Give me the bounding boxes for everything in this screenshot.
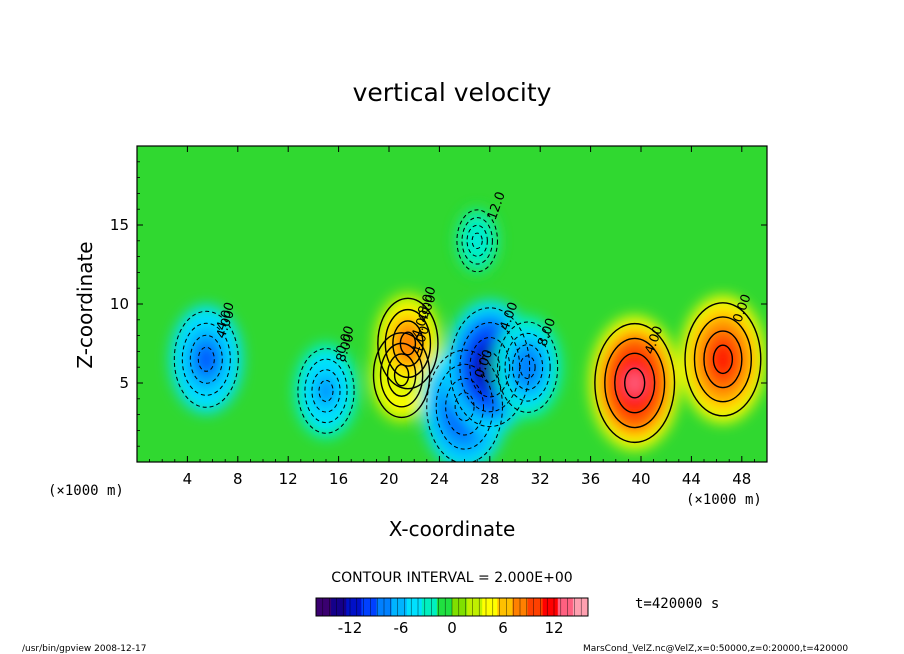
x-tick-label: 40	[631, 470, 650, 488]
field-blob	[401, 333, 415, 354]
contour-line	[504, 332, 551, 402]
colorbar-cell	[572, 598, 589, 616]
x-axis-label: X-coordinate	[389, 517, 516, 541]
contour-line	[449, 307, 531, 428]
x-unit-right: (×1000 m)	[686, 492, 762, 508]
contour-line	[399, 331, 417, 356]
contour-line	[604, 337, 666, 429]
contour-line	[624, 367, 646, 399]
contour-line	[594, 322, 676, 444]
contour-line	[466, 224, 488, 257]
colorbar-cell	[527, 598, 544, 616]
field-blob	[199, 348, 214, 371]
contour-line	[181, 322, 231, 396]
contour-line	[614, 352, 656, 414]
contour-line	[684, 302, 762, 417]
x-tick-label: 32	[531, 470, 550, 488]
contour-line	[445, 377, 485, 436]
contour-line	[173, 310, 239, 408]
colorbar-tick-label: 12	[544, 619, 563, 637]
colorbar-cell	[512, 598, 529, 616]
colorbar-tick-label: -6	[394, 619, 409, 637]
colorbar-cell	[542, 598, 559, 616]
colorbar-cell	[331, 598, 347, 616]
field-blob	[520, 357, 535, 378]
footer-left: /usr/bin/gpview 2008-12-17	[22, 644, 146, 654]
contour-line	[456, 209, 498, 273]
x-tick-label: 24	[430, 470, 449, 488]
contour-line	[392, 320, 424, 367]
contour-line	[461, 217, 493, 265]
contour-line	[693, 316, 752, 403]
y-axis: 5 10 15	[110, 161, 767, 447]
x-unit-left: (×1000 m)	[48, 483, 124, 499]
x-tick-label: 28	[480, 470, 499, 488]
x-tick-label: 20	[379, 470, 398, 488]
chart-title: vertical velocity	[353, 78, 552, 107]
y-tick-label: 15	[110, 216, 129, 234]
colorbar-cell	[467, 598, 483, 616]
x-tick-label: 44	[682, 470, 701, 488]
colorbar-cell	[391, 598, 408, 616]
velocity-field	[170, 206, 766, 462]
contour-line	[479, 351, 501, 383]
colorbar-cell	[361, 598, 377, 616]
y-tick-label: 10	[110, 295, 129, 313]
contour-line	[318, 379, 334, 402]
x-axis: 4 8 12 16 20 24 28 32 36 40 44 48	[149, 146, 755, 488]
colorbar-ticks: -12 -6 0 6 12	[338, 619, 564, 637]
colorbar-cell	[557, 598, 574, 616]
field-blob	[472, 233, 482, 248]
colorbar-cell	[346, 598, 362, 616]
colorbar	[315, 597, 589, 617]
contour-line	[377, 297, 439, 390]
field-blob	[625, 369, 644, 397]
footer-right: MarsCond_VelZ.nc@VelZ,x=0:50000,z=0:2000…	[583, 644, 848, 654]
y-tick-label: 5	[119, 374, 129, 392]
colorbar-cell	[316, 598, 332, 616]
field-blob	[319, 381, 333, 401]
contour-line	[426, 349, 503, 462]
contour-line	[471, 232, 483, 250]
contour-line	[379, 342, 424, 408]
contour-line	[512, 344, 544, 391]
x-tick-label: 16	[329, 470, 348, 488]
x-tick-label: 4	[183, 470, 193, 488]
time-label: t=420000 s	[635, 596, 719, 612]
colorbar-cell	[421, 598, 438, 616]
x-tick-label: 8	[233, 470, 243, 488]
field-blob	[714, 346, 732, 373]
contour-line	[519, 355, 536, 379]
contour-line	[384, 308, 432, 379]
colorbar-cell	[497, 598, 513, 616]
colorbar-tick-label: -12	[338, 619, 363, 637]
contour-line	[497, 321, 559, 413]
contour-line	[189, 334, 223, 384]
x-tick-label: 48	[732, 470, 751, 488]
contour-line	[304, 358, 348, 424]
x-tick-label: 36	[581, 470, 600, 488]
contour-line	[469, 337, 511, 398]
contour-line	[454, 392, 475, 422]
contour-interval: CONTOUR INTERVAL = 2.000E+00	[331, 570, 572, 586]
contour-line	[311, 369, 341, 413]
contour-line	[712, 344, 734, 375]
y-axis-label: Z-coordinate	[73, 241, 97, 368]
plot-area: 4.008.004.004.000.004.00 8.00 4.000.0012.0…	[137, 146, 767, 462]
colorbar-cell	[452, 598, 468, 616]
colorbar-cell	[436, 598, 453, 616]
colorbar-cell	[406, 598, 423, 616]
colorbar-frame	[315, 597, 589, 617]
contour-line	[435, 363, 494, 450]
contour-line	[197, 346, 215, 372]
colorbar-cell	[482, 598, 498, 616]
x-tick-label: 12	[279, 470, 298, 488]
contour-line	[703, 330, 743, 389]
colorbar-tick-label: 6	[498, 619, 508, 637]
colorbar-tick-label: 0	[447, 619, 457, 637]
colorbar-cell	[376, 598, 393, 616]
